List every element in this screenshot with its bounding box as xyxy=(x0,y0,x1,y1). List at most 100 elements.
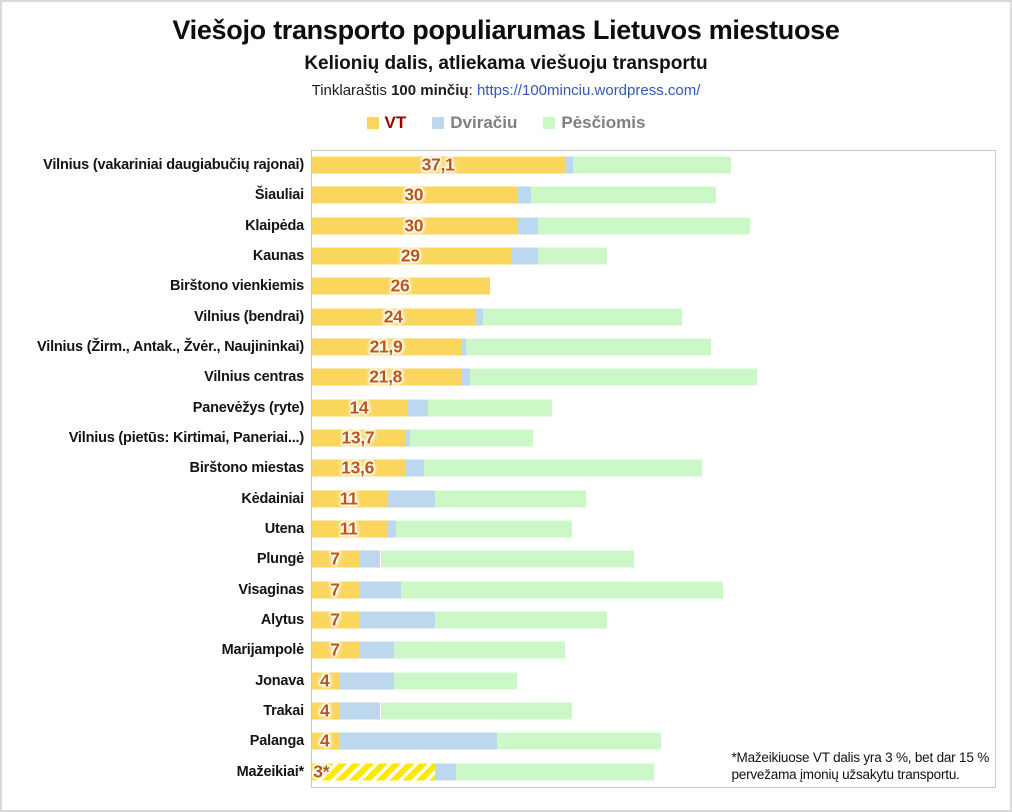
bar-segment-bike xyxy=(387,490,436,508)
bar-track: 13,7 xyxy=(311,423,996,453)
bar-segment-bike xyxy=(435,763,456,781)
vt-value-label: 4 xyxy=(319,730,330,751)
legend-swatch-dviraciu-icon xyxy=(432,117,445,129)
chart-row: Klaipėda 30 xyxy=(2,211,1010,241)
bar-segment-vt xyxy=(312,702,340,720)
vt-value-label: 21,9 xyxy=(369,336,403,357)
bar-track: 30 xyxy=(311,180,996,210)
bar-segment-bike xyxy=(510,247,539,265)
bar-segment-walk xyxy=(455,763,655,781)
bar-track: 13,6 xyxy=(311,453,996,483)
vt-value-label: 7 xyxy=(330,609,340,630)
source-separator: : xyxy=(468,82,477,99)
vt-value-label: 37,1 xyxy=(421,154,455,175)
category-label: Birštono vienkiemis xyxy=(170,278,304,295)
vt-value-label: 13,6 xyxy=(341,457,375,478)
bar-segment-bike xyxy=(359,611,436,629)
bar-segment-walk xyxy=(470,368,758,386)
vt-value-label: 7 xyxy=(330,639,340,660)
bar-track: 7 xyxy=(311,544,996,574)
bar-segment-walk xyxy=(531,186,717,204)
bar-segment-bike xyxy=(566,156,573,174)
bar-segment-bike xyxy=(359,581,402,599)
chart-row: Mažeikiai* 3* xyxy=(2,757,1010,787)
vt-value-label: 14 xyxy=(349,397,369,418)
bar-track: 37,1 xyxy=(311,150,996,180)
bar-segment-walk xyxy=(394,672,518,690)
vt-value-label: 13,7 xyxy=(341,427,375,448)
bar-segment-walk xyxy=(396,520,573,538)
bar-segment-vt xyxy=(312,672,340,690)
bar-segment-bike xyxy=(339,732,497,750)
chart-row: Visaginas 7 xyxy=(2,575,1010,605)
category-label: Vilnius centras xyxy=(204,369,304,386)
category-label: Jonava xyxy=(255,672,304,689)
chart-row: Kėdainiai 11 xyxy=(2,484,1010,514)
chart-row: Palanga 4 xyxy=(2,726,1010,756)
bar-segment-bike xyxy=(339,702,381,720)
legend-label-pesciomis: Pėsčiomis xyxy=(561,113,646,132)
bar-segment-bike xyxy=(462,338,467,356)
category-label: Palanga xyxy=(249,733,304,750)
bar-segment-vt xyxy=(312,247,511,265)
bar-segment-vt xyxy=(312,641,360,659)
category-label: Trakai xyxy=(263,703,304,720)
bar-segment-bike xyxy=(387,520,397,538)
category-label: Mažeikiai* xyxy=(236,763,305,780)
category-label: Klaipėda xyxy=(245,217,304,234)
bar-segment-vt xyxy=(312,520,388,538)
bar-track: 4 xyxy=(311,696,996,726)
legend-label-vt: VT xyxy=(384,113,407,132)
bar-segment-bike xyxy=(359,641,395,659)
bar-segment-vt xyxy=(312,368,462,386)
chart-row: Plungė 7 xyxy=(2,544,1010,574)
chart-row: Marijampolė 7 xyxy=(2,635,1010,665)
bar-segment-vt xyxy=(312,338,462,356)
bar-segment-vt xyxy=(312,490,388,508)
category-label: Birštono miestas xyxy=(189,460,305,477)
bar-segment-vt xyxy=(312,399,408,417)
bar-track: 26 xyxy=(311,271,996,301)
vt-value-label: 30 xyxy=(404,215,424,236)
bar-segment-bike xyxy=(339,672,395,690)
chart-row: Vilnius (pietūs: Kirtimai, Paneriai...) 1… xyxy=(2,423,1010,453)
bar-segment-walk xyxy=(380,702,573,720)
chart-header: Viešojo transporto populiarumas Lietuvos… xyxy=(2,2,1010,134)
chart-row: Kaunas 29 xyxy=(2,241,1010,271)
bar-segment-vt xyxy=(312,763,436,781)
bar-segment-bike xyxy=(407,399,429,417)
bar-segment-walk xyxy=(538,247,607,265)
bar-segment-bike xyxy=(405,429,410,447)
vt-value-label: 3* xyxy=(313,761,330,782)
legend-swatch-vt-icon xyxy=(366,117,379,129)
vt-value-label: 29 xyxy=(400,245,420,266)
chart-row: Vilnius centras 21,8 xyxy=(2,362,1010,392)
bar-segment-walk xyxy=(466,338,711,356)
bar-segment-walk xyxy=(483,308,682,326)
bar-segment-vt xyxy=(312,429,406,447)
chart-row: Utena 11 xyxy=(2,514,1010,544)
bar-segment-bike xyxy=(359,550,381,568)
category-label: Visaginas xyxy=(238,581,304,598)
bar-segment-vt xyxy=(312,217,518,235)
bar-segment-walk xyxy=(428,399,552,417)
bar-track: 7 xyxy=(311,635,996,665)
chart-row: Birštono miestas 13,6 xyxy=(2,453,1010,483)
chart-subtitle: Kelionių dalis, atliekama viešuoju trans… xyxy=(304,53,708,74)
bar-segment-walk xyxy=(435,611,607,629)
category-label: Alytus xyxy=(260,612,304,629)
source-link[interactable]: https://100minciu.wordpress.com/ xyxy=(476,82,701,99)
vt-value-label: 11 xyxy=(339,488,358,509)
bar-segment-vt xyxy=(312,550,360,568)
bar-segment-vt xyxy=(312,277,491,295)
bar-segment-walk xyxy=(572,156,731,174)
legend-item-dviraciu: Dviračiu xyxy=(432,113,517,133)
vt-value-label: 7 xyxy=(330,579,340,600)
chart-row: Vilnius (Žirm., Antak., Žvėr., Naujinink… xyxy=(2,332,1010,362)
bar-segment-bike xyxy=(405,459,425,477)
chart-row: Panevėžys (ryte) 14 xyxy=(2,393,1010,423)
bar-track: 24 xyxy=(311,302,996,332)
bar-track: 7 xyxy=(311,575,996,605)
bar-track: 11 xyxy=(311,514,996,544)
